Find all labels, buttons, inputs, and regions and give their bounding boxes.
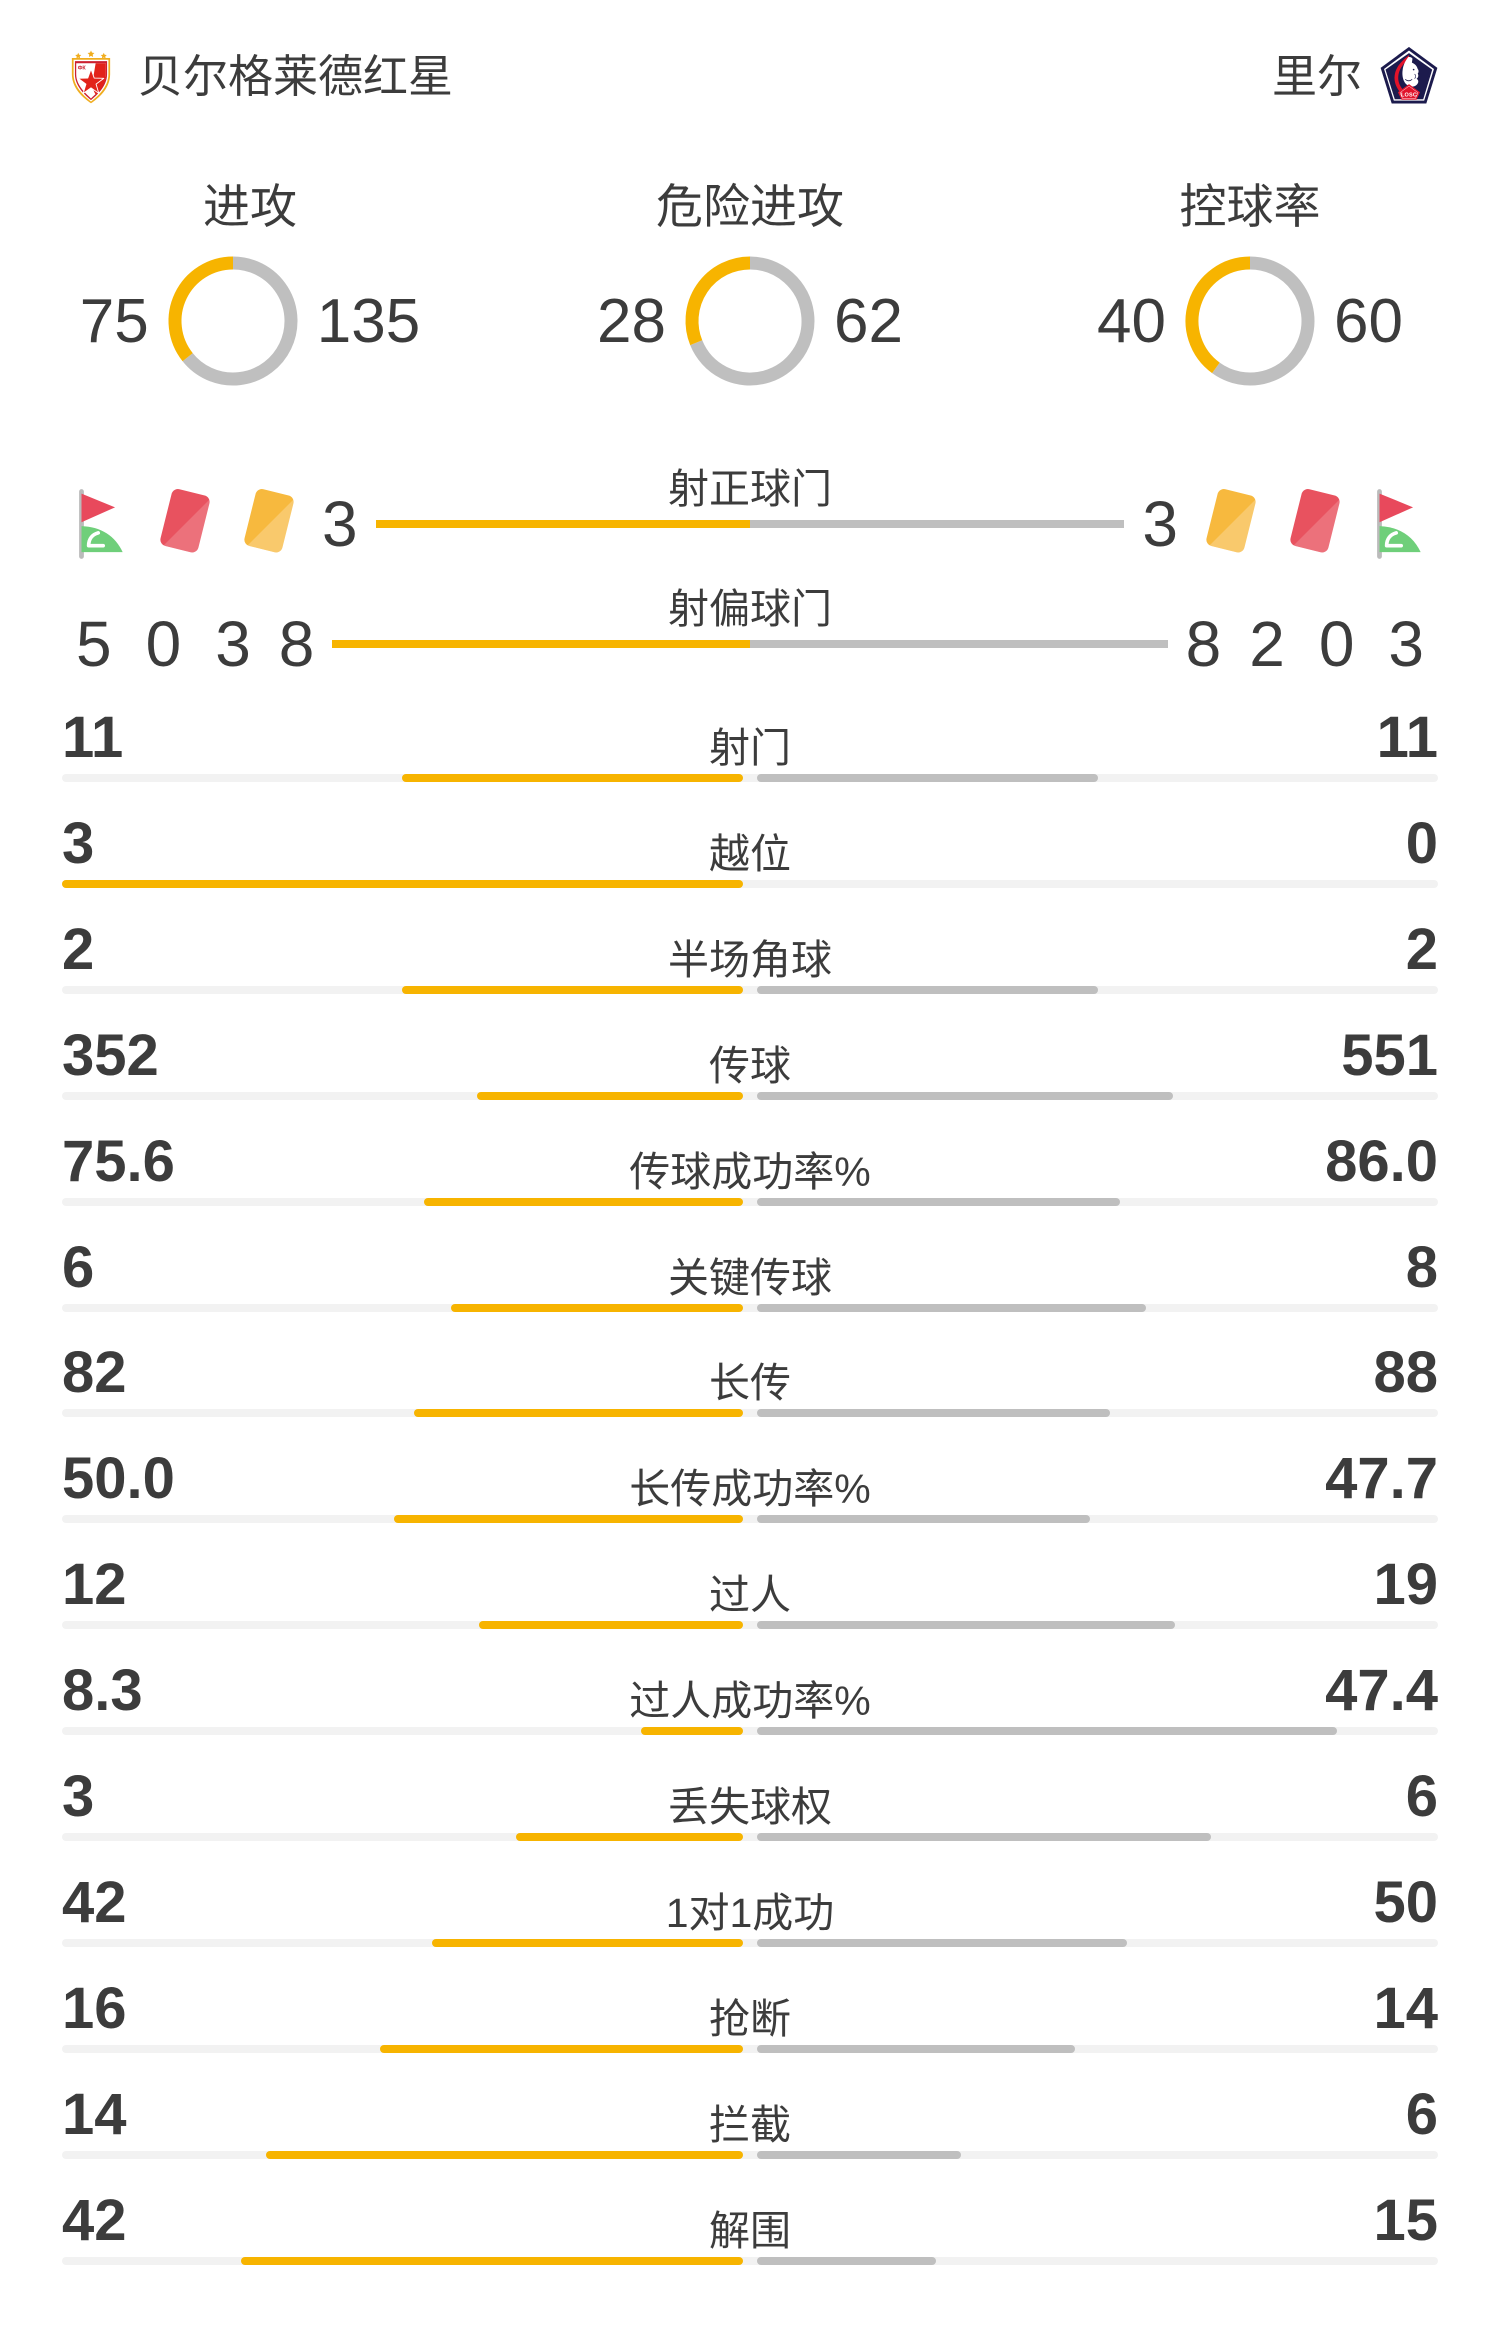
svg-text:LOSC: LOSC xyxy=(1401,92,1417,98)
svg-text:ФК: ФК xyxy=(78,66,87,72)
